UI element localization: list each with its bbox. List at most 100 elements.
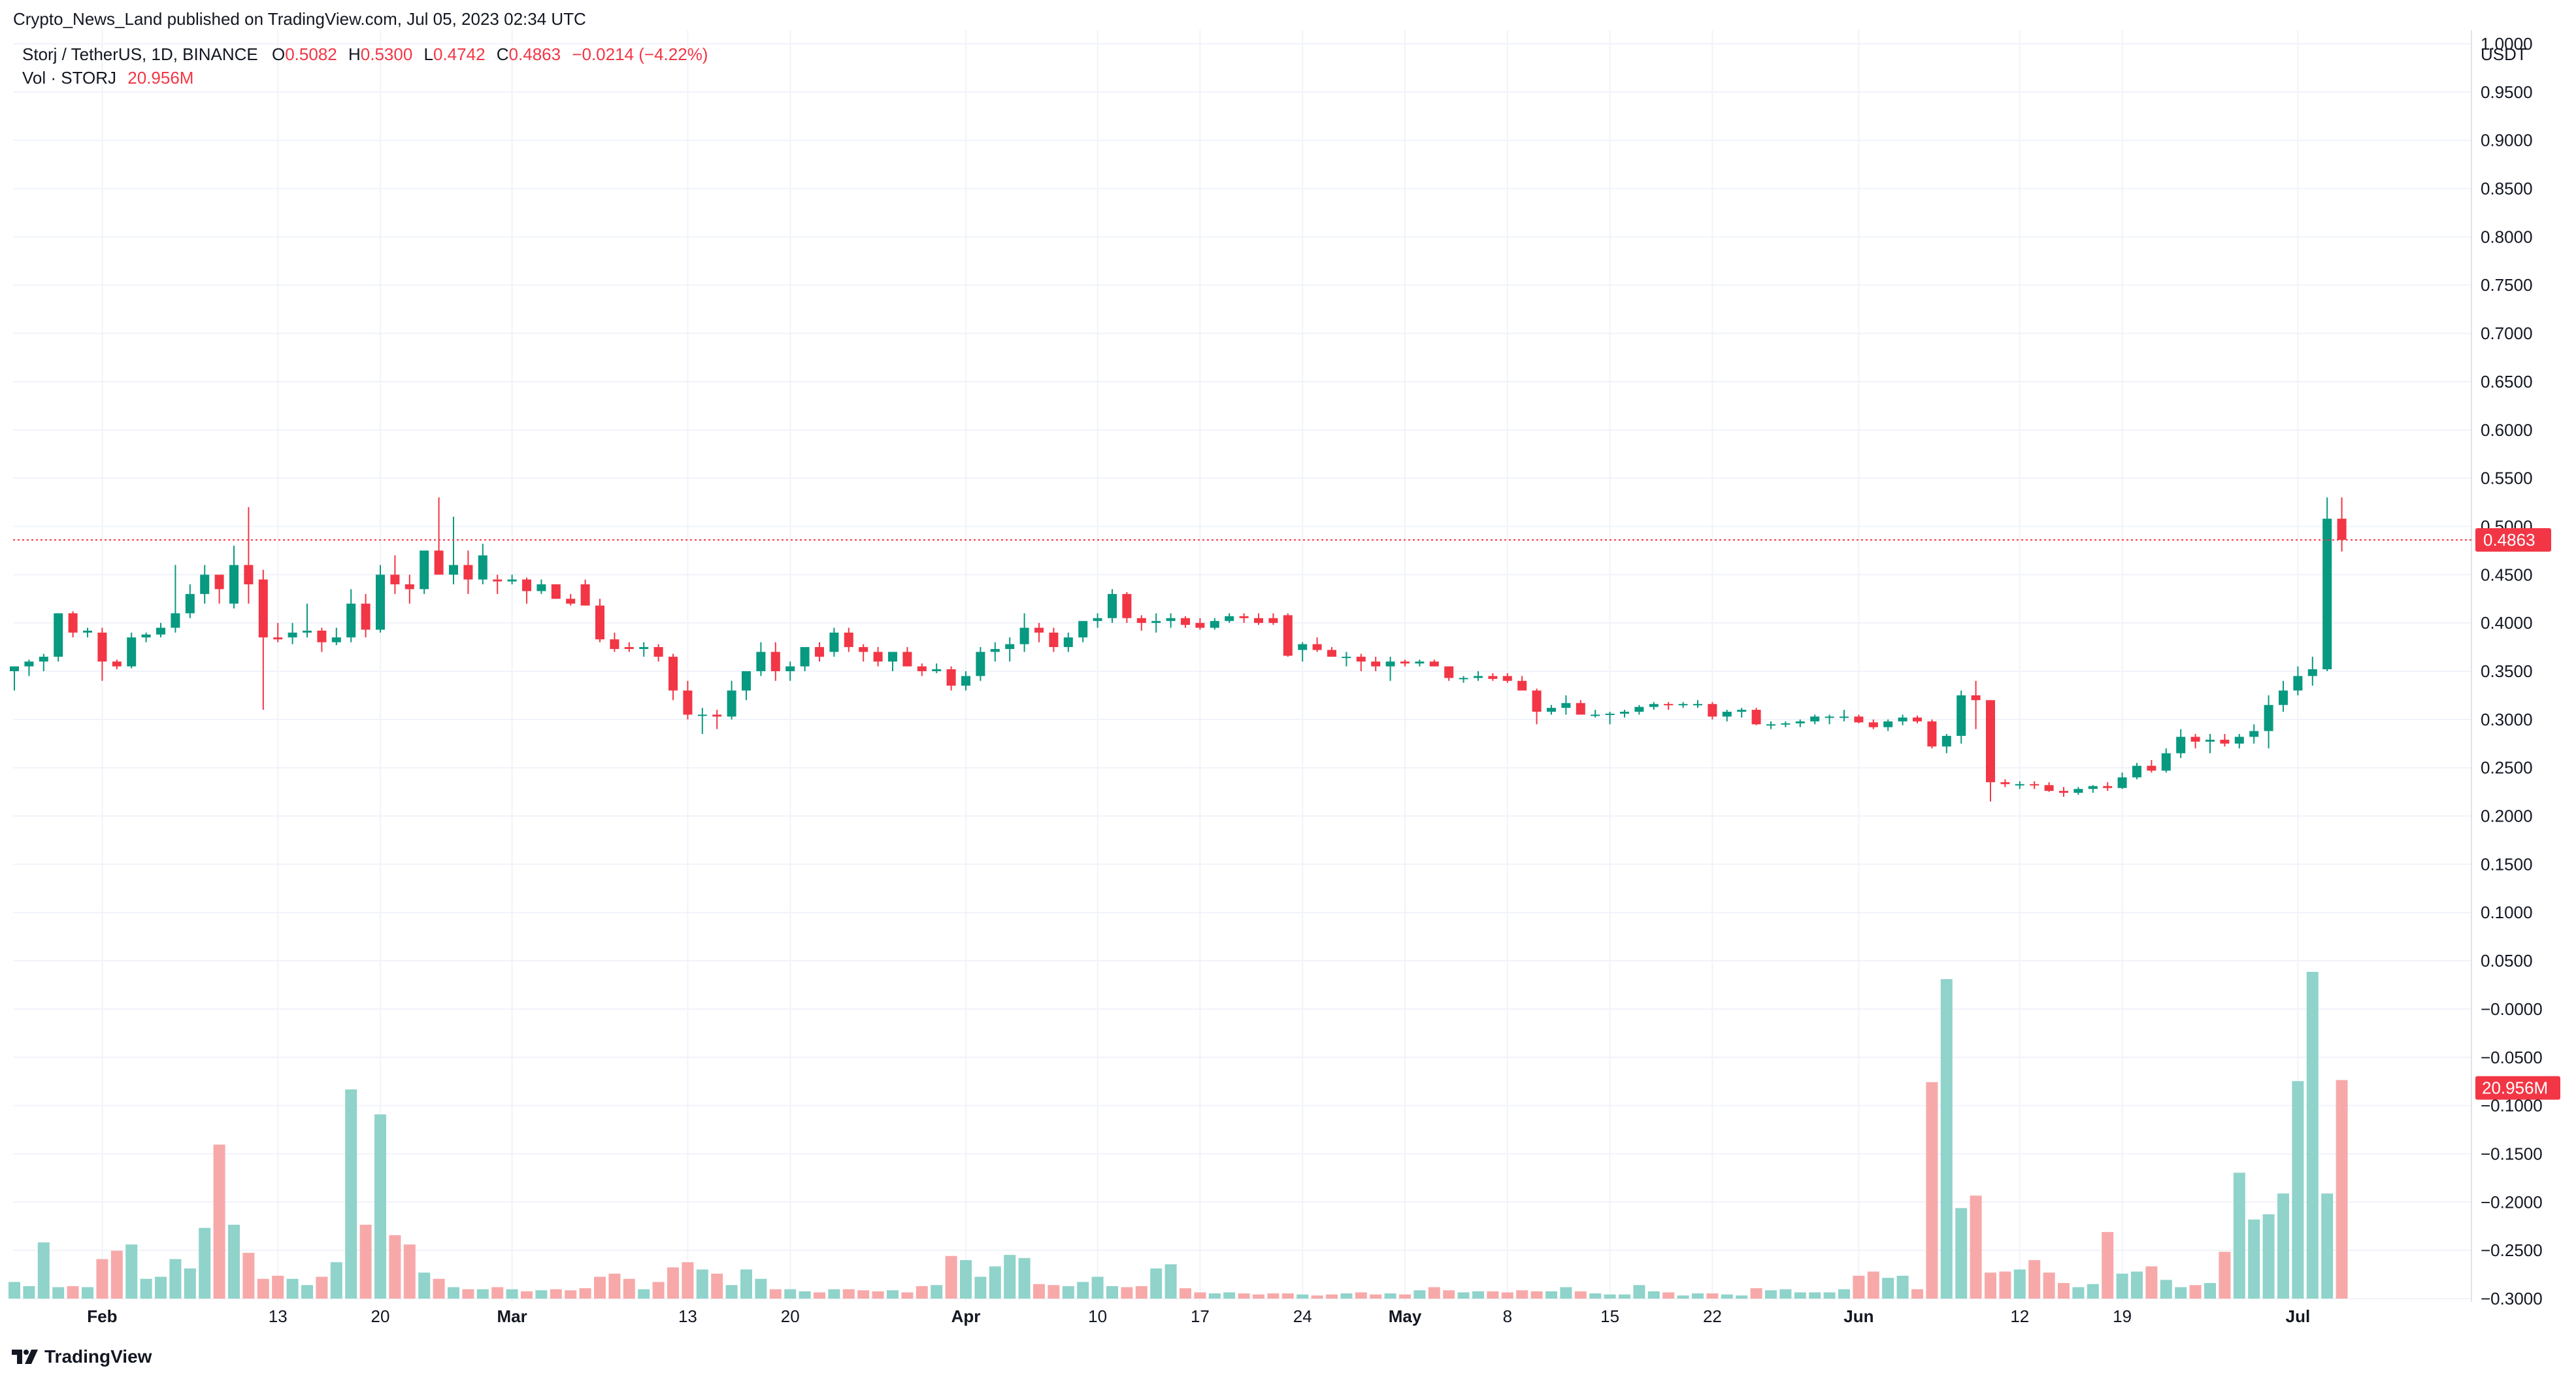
tradingview-logo[interactable]: TradingView [12,1346,152,1367]
volume-bar [1281,1293,1294,1299]
candle-body [2073,789,2083,793]
high-label: H [348,44,361,64]
candle-body [653,647,663,657]
candle-body [97,632,107,662]
candle-body [1722,712,1732,717]
volume-bar [1106,1286,1118,1299]
price-tick-label: 0.4500 [2481,565,2533,584]
time-axis[interactable]: Feb 13 20 Mar 13 20 Apr 10 17 24 May 8 15 22 Jun 12 19 Ju… [87,1306,2310,1326]
volume-bar [1164,1264,1177,1299]
symbol-name[interactable]: Storj / TetherUS, 1D, BINANCE [22,44,258,64]
time-tick-label: 22 [1703,1306,1722,1326]
candle-body [434,550,444,575]
volume-bar [125,1244,138,1299]
volume-bar [155,1276,167,1299]
volume-bar [1560,1287,1572,1299]
volume-label[interactable]: Vol · STORJ [22,68,117,88]
candle-body [1005,644,1015,650]
volume-bar [2013,1269,2026,1299]
candle-body [2132,765,2141,778]
candle-body [1268,618,1278,623]
candle-body [2322,518,2332,670]
volume-bar [1970,1195,1982,1299]
candle-body [800,647,810,667]
candle-body [346,603,356,638]
volume-bar [2116,1273,2128,1299]
price-tick-label: 0.1500 [2481,854,2533,874]
volume-bar [1077,1282,1089,1299]
time-tick-label: 20 [781,1306,800,1326]
candle-body [2147,765,2156,771]
volume-legend: Vol · STORJ 20.956M [22,68,193,88]
volume-bar [96,1259,108,1299]
candle-body [1591,714,1600,716]
price-tick-label: 0.9000 [2481,131,2533,150]
volume-bar [2248,1219,2260,1299]
candle-body [946,669,956,686]
candle-body [580,584,590,606]
volume-bar [1311,1295,1323,1299]
candle-body [507,579,517,582]
price-tick-label: 0.1000 [2481,903,2533,922]
candle-body [2249,731,2259,737]
currency-label: USDT [2481,44,2527,64]
volume-bar [535,1290,548,1299]
volume-bar [2219,1252,2231,1299]
candle-body [288,632,297,638]
volume-bar [462,1289,474,1299]
volume-bar [945,1255,957,1299]
volume-bar [1384,1293,1396,1299]
candle-body [420,550,429,590]
price-tick-label: 0.2500 [2481,758,2533,778]
volume-bar [184,1268,196,1299]
candle-body [551,584,561,599]
volume-bar [23,1286,35,1299]
publisher-text: Crypto_News_Land published on TradingVie… [13,9,586,29]
candle-body [1693,704,1702,706]
volume-bar [2102,1232,2114,1299]
candle-body [2234,737,2244,744]
volume-bar [667,1267,679,1299]
price-tick-label: −0.2000 [2481,1192,2543,1212]
candle-body [463,565,473,580]
candle-body [244,565,254,585]
candle-body [185,593,195,614]
volume-bar [1853,1275,1865,1299]
volume-bar [1721,1294,1733,1299]
candle-body [1078,621,1088,638]
price-axis[interactable]: 1.0000 0.9500 0.9000 0.8500 0.8000 0.7500 0.70… [2481,34,2543,1308]
price-tick-label: 0.8000 [2481,227,2533,246]
time-tick-label: 8 [1503,1306,1512,1326]
candle-body [1664,704,1674,706]
candle-body [785,666,795,671]
time-tick-label: 15 [1600,1306,1619,1326]
candle-body [1049,632,1059,648]
price-tick-label: −0.2500 [2481,1240,2543,1260]
volume-bar [1223,1292,1236,1299]
candle-body [376,574,385,630]
publisher-line: Crypto_News_Land published on TradingVie… [13,9,586,29]
candle-body [1502,676,1512,681]
price-tick-label: 1.0000 [2481,34,2533,54]
volume-bar [199,1227,211,1299]
low-label: L [423,44,433,64]
volume-bar [1940,979,1953,1299]
volume-bar [433,1278,445,1299]
candle-body [1825,716,1834,718]
volume-bar [1604,1294,1616,1299]
volume-bar [286,1278,299,1299]
volume-bar [652,1282,665,1299]
volume-bar [725,1285,738,1299]
volume-bar [82,1287,93,1299]
candle-body [1019,627,1029,644]
time-tick-label: Feb [87,1306,117,1326]
candle-body [1225,616,1234,622]
volume-bar [1516,1290,1528,1299]
candle-body [1913,717,1922,722]
volume-bar [1896,1275,1909,1299]
volume-bar [1633,1285,1645,1299]
volume-bar [1487,1291,1499,1299]
volume-bar [2072,1287,2085,1299]
volume-bar [916,1286,928,1299]
